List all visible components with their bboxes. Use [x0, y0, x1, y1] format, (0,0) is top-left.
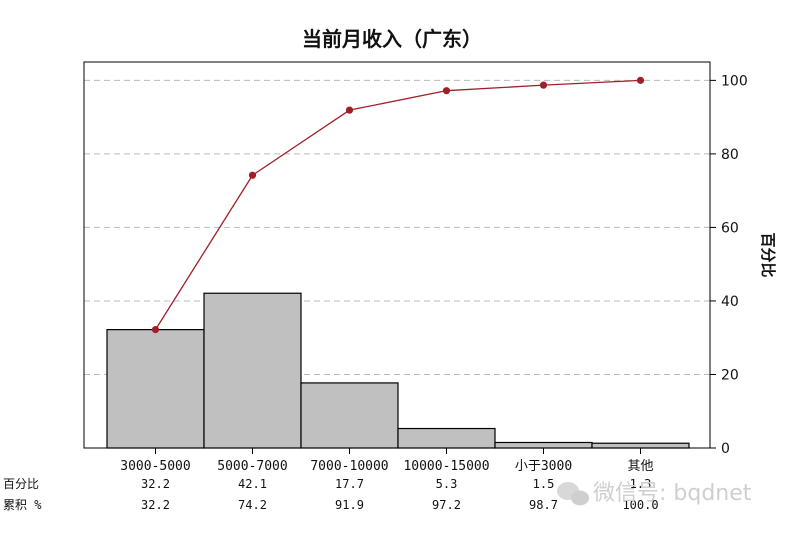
table-cell: 5.3 [436, 477, 458, 491]
y-tick-label: 60 [721, 220, 739, 236]
table-cell: 91.9 [335, 498, 364, 512]
cumulative-point [442, 87, 451, 95]
cumulative-point [248, 171, 257, 179]
x-tick-label: 其他 [627, 459, 653, 474]
wechat-icon [557, 482, 589, 506]
cumulative-line-path [154, 79, 641, 330]
table-cell: 98.7 [529, 498, 558, 512]
x-tick-label: 7000-10000 [310, 459, 388, 474]
table-row-label: 累积 % [3, 498, 42, 512]
table-cell: 32.2 [141, 477, 170, 491]
bar [300, 382, 399, 449]
table-cell: 1.5 [533, 477, 555, 491]
table-cell: 74.2 [238, 498, 267, 512]
y-tick-label: 20 [721, 367, 739, 383]
bar [203, 292, 302, 449]
x-tick-label: 3000-5000 [120, 459, 190, 474]
plot-frame [83, 61, 711, 449]
bar [106, 329, 205, 449]
table-cell: 42.1 [238, 477, 267, 491]
bars [106, 292, 690, 449]
y-tick-label: 100 [721, 73, 748, 89]
table-row-label: 百分比 [3, 477, 39, 491]
chart-title: 当前月收入（广东） [302, 27, 482, 51]
x-axis: 3000-5000 5000-7000 7000-10000 10000-15000 小… [120, 448, 654, 474]
cumulative-point [636, 76, 645, 84]
y-tick-label: 40 [721, 294, 739, 310]
watermark-text: 微信号: bqdnet [593, 481, 752, 506]
grid [84, 79, 710, 375]
cumulative-line [151, 76, 645, 334]
y-tick-label: 80 [721, 147, 739, 163]
table-cell: 32.2 [141, 498, 170, 512]
bar [494, 441, 593, 449]
y-tick-label: 0 [721, 441, 730, 457]
y-axis: 0 20 40 60 80 100 [710, 73, 748, 457]
cumulative-point [539, 81, 548, 89]
x-tick-label: 10000-15000 [403, 459, 489, 474]
x-tick-label: 小于3000 [515, 459, 572, 474]
bar [591, 442, 690, 449]
data-table: 百分比 32.2 42.1 17.7 5.3 1.5 1.3 累积 % 32.2 74.2 91.9… [3, 477, 659, 512]
bar [397, 427, 496, 449]
x-tick-label: 5000-7000 [217, 459, 287, 474]
watermark: 微信号: bqdnet [557, 481, 752, 506]
cumulative-point [151, 326, 160, 334]
y-axis-label: 百分比 [759, 232, 777, 277]
table-cell: 100.0 [622, 498, 658, 512]
cumulative-point [345, 106, 354, 114]
table-cell: 17.7 [335, 477, 364, 491]
table-cell: 1.3 [630, 477, 652, 491]
table-cell: 97.2 [432, 498, 461, 512]
